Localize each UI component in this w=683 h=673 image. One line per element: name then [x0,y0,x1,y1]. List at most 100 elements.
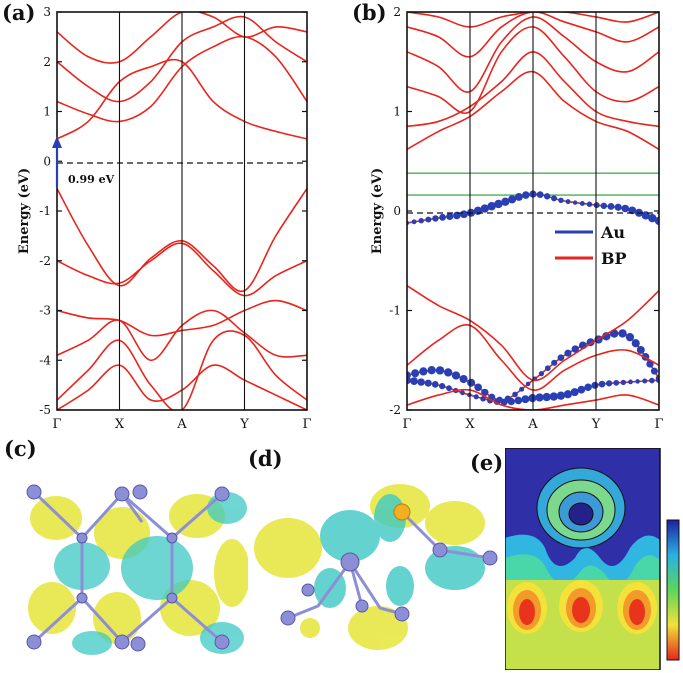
au-projection-dot [538,370,545,377]
au-projection-dot [514,396,523,405]
legend-bp-label: BP [601,249,627,268]
au-projection-dot [500,398,508,406]
au-projection-dot [411,369,420,378]
y-tick-label: -4 [39,353,51,367]
band-structure-a: -5 -4 -3 -2 -1 0 1 2 3 Γ X A Y Γ Energy (eV) 0.99 eV [17,5,312,432]
au-projection-dot [636,345,645,354]
au-projection-dot [558,197,564,204]
au-projection-dot [584,383,592,392]
x-tick-label: Γ [654,417,663,432]
au-projection-dot [435,366,445,375]
y-tick-label: 2 [43,55,51,69]
au-projection-dot [579,201,585,206]
au-projection-dot [467,392,472,398]
au-projection-dot [431,381,439,388]
au-projection-dot [446,385,452,392]
panel-label-e: (e) [470,450,504,475]
au-projection-dot [427,366,436,375]
au-projection-dot [565,199,571,205]
au-projection-dot [543,193,551,200]
au-projection-dot [459,374,468,384]
bp-band-line [407,12,659,28]
y-axis-label-b: Energy (eV) [370,168,385,254]
au-projection-dot [628,379,633,385]
au-projection-dot [600,202,608,210]
y-tick-label: -1 [389,304,401,318]
au-projection-dot [494,199,503,209]
au-projection-dot [418,217,424,224]
au-projection-dot [525,381,531,387]
colorbar [666,519,680,661]
gap-arrow-head [52,136,62,148]
au-projection-dot [549,392,559,401]
y-tick-label: -5 [39,403,51,417]
y-tick-label: -1 [39,204,51,218]
au-projection-dot [570,388,579,397]
au-projection-dot [519,386,525,392]
au-projection-dot [564,349,572,357]
au-projection-dot [514,193,523,201]
y-tick-label: 3 [43,5,51,19]
au-projection-dot [571,345,580,353]
au-projection-dot [551,359,558,366]
au-projection-dot [451,371,461,380]
y-tick-label: 0 [393,204,401,218]
au-projection-dot [424,379,432,387]
au-projection-dot [425,216,432,223]
panel-label-b: (b) [352,0,387,25]
au-projection-dot [507,397,515,406]
au-projection-dot [508,195,517,204]
au-projection-dot [635,379,640,384]
panel-label-d: (d) [248,446,283,471]
au-projection-dot [480,395,486,402]
charge-density-d [250,478,498,658]
gap-annotation: 0.99 eV [68,173,115,186]
au-projection-dot [407,376,412,385]
au-projection-dot [586,201,593,207]
x-tick-label: X [465,417,475,432]
au-projection-dot [522,191,530,199]
au-projection-dot [439,213,447,221]
au-projection-dot [556,391,566,400]
au-projection-dot [563,390,572,399]
au-projection-dot [481,388,489,397]
charge-density-c [22,478,248,656]
x-tick-label: Γ [52,417,61,432]
au-projection-dot [460,210,468,219]
au-projection-dot [649,377,655,384]
y-tick-label: -2 [39,254,51,268]
au-projection-dot [648,214,657,223]
au-projection-dot [521,395,530,404]
bp-band-line [407,12,659,58]
au-projection-dot [620,379,627,386]
au-projection-dot [512,391,518,398]
au-projection-dot [432,215,439,222]
au-projection-dot [598,380,606,388]
au-projection-dot [654,216,659,226]
contour-map-e [505,448,680,670]
au-projection-dot [474,383,482,392]
au-projection-dot [602,332,611,341]
au-projection-dot [443,368,453,377]
au-projection-dot [446,212,454,221]
au-projection-dot [591,381,599,389]
au-projection-dot [614,203,622,211]
au-projection-dot [439,382,446,390]
y-tick-label: -3 [39,304,51,318]
au-projection-dot [621,204,630,213]
au-projection-dot [605,380,613,387]
x-tick-label: A [527,417,538,432]
au-projection-dot [607,203,615,210]
au-projection-dot [544,365,551,372]
y-tick-label: 1 [393,105,401,119]
panel-label-a: (a) [2,0,36,25]
au-projection-dot [411,219,417,225]
au-projection-dot [417,378,425,386]
au-projection-dot [557,354,565,362]
au-projection-dot [410,377,418,386]
au-projection-dot [631,339,640,348]
au-projection-dot [572,200,578,205]
au-atom [393,503,411,521]
au-projection-dot [642,378,648,384]
legend-b: Au BP [555,223,627,268]
